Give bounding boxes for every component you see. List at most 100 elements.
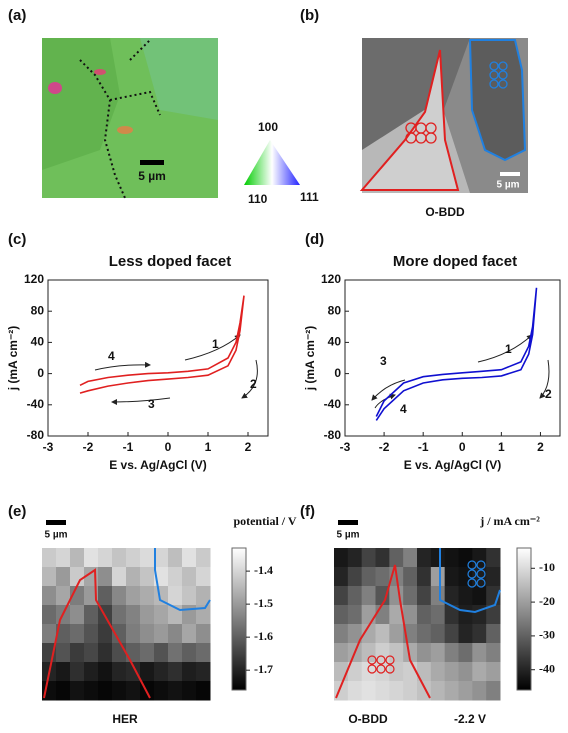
y-tick-label: 0 (37, 366, 44, 380)
heatmap-cell (84, 681, 99, 701)
panel-label: (b) (300, 7, 319, 24)
heatmap-cell (126, 624, 141, 644)
colorbar-tick-label: -1.5 (254, 596, 273, 610)
spot-array (405, 122, 437, 144)
plot-frame (344, 279, 561, 437)
heatmap-cell (84, 624, 99, 644)
heatmap-cell (168, 681, 183, 701)
heatmap-cell (361, 681, 376, 701)
heatmap-cell (430, 624, 446, 644)
x-tick-label: -2 (379, 440, 390, 454)
heatmap-cell (154, 643, 169, 663)
x-axis-label: E vs. Ag/AgCl (V) (109, 458, 207, 472)
heatmap-cell (444, 548, 459, 568)
heatmap-cell (140, 643, 155, 663)
facet-outline (359, 49, 460, 191)
heatmap-cell (375, 567, 390, 587)
heatmap-cell (417, 662, 432, 682)
grain (117, 126, 133, 134)
colorbar-tick-label: -20 (539, 594, 555, 608)
scale-label: 5 µm (45, 530, 68, 541)
heatmap-cell (389, 681, 404, 701)
heatmap-cell (168, 643, 183, 663)
heatmap-cell (347, 548, 363, 568)
heatmap-cell (140, 662, 155, 682)
heatmap-cell (347, 567, 363, 587)
heatmap-cell (417, 586, 432, 606)
heatmap-cell (126, 643, 141, 663)
heatmap-cell (334, 605, 349, 625)
heatmap-cell (182, 643, 197, 663)
heatmap-cell (42, 605, 57, 625)
y-tick-label: 40 (31, 335, 45, 349)
heatmap-cell (84, 548, 99, 568)
heatmap-cell (98, 624, 113, 644)
annotation: 3 (148, 397, 155, 411)
heatmap-cell (361, 567, 376, 587)
x-tick-label: 0 (165, 440, 172, 454)
heatmap-cell (472, 643, 487, 663)
heatmap-cell (196, 548, 211, 568)
heatmap-cell (403, 605, 418, 625)
heatmap-cell (98, 586, 113, 606)
heatmap-cell (182, 681, 197, 701)
heatmap-cell (444, 567, 459, 587)
heatmap-cell (196, 624, 211, 644)
heatmap-cell (486, 548, 501, 568)
heatmap-cell (430, 662, 446, 682)
heatmap-cell (403, 643, 418, 663)
heatmap-cell (112, 548, 127, 568)
heatmap-cell (389, 643, 404, 663)
heatmap-cell (98, 567, 113, 587)
scale-label: 5 µm (497, 180, 520, 191)
heatmap-cell (154, 681, 169, 701)
panel-label: (a) (8, 7, 26, 24)
y-tick-label: -40 (27, 397, 45, 411)
heatmap-cell (458, 548, 473, 568)
heatmap-cell (182, 586, 197, 606)
y-tick-label: -80 (324, 428, 342, 442)
heatmap-cell (389, 586, 404, 606)
caption: O-BDD (348, 712, 388, 726)
x-axis-label: E vs. Ag/AgCl (V) (404, 458, 502, 472)
heatmap-cell (168, 548, 183, 568)
heatmap-cell (126, 548, 141, 568)
heatmap-cell (486, 681, 501, 701)
heatmap-cell (334, 643, 349, 663)
x-tick-label: 1 (498, 440, 505, 454)
facet-outline (43, 568, 151, 699)
heatmap-cell (154, 548, 169, 568)
heatmap-cell (375, 643, 390, 663)
heatmap-cell (458, 662, 473, 682)
heatmap-cell (112, 586, 127, 606)
scale-bar (500, 172, 520, 176)
x-tick-label: -2 (83, 440, 94, 454)
heatmap-cell (56, 548, 71, 568)
heatmap-cell (334, 624, 349, 644)
x-tick-label: -3 (340, 440, 351, 454)
spot-array (467, 560, 486, 588)
heatmap-cell (486, 643, 501, 663)
heatmap-cell (196, 643, 211, 663)
heatmap-cell (126, 567, 141, 587)
annotation: 1 (212, 337, 219, 351)
scale-bar (338, 520, 358, 525)
heatmap-cell (417, 624, 432, 644)
y-tick-label: 120 (321, 272, 341, 286)
heatmap-cell (84, 643, 99, 663)
heatmap-cell (70, 548, 85, 568)
scale-label: 5 µm (138, 169, 166, 183)
heatmap-cell (56, 643, 71, 663)
ipf-label: 111 (300, 190, 319, 204)
colorbar-label: potential / V (233, 514, 296, 528)
colorbar-tick-label: -30 (539, 628, 555, 642)
heatmap-cell (444, 586, 459, 606)
heatmap-cell (417, 567, 432, 587)
heatmap-cell (430, 548, 446, 568)
heatmap-cell (196, 605, 211, 625)
heatmap-cell (84, 605, 99, 625)
heatmap-cell (403, 681, 418, 701)
colorbar (231, 547, 247, 691)
sweep-arrow (94, 334, 550, 409)
